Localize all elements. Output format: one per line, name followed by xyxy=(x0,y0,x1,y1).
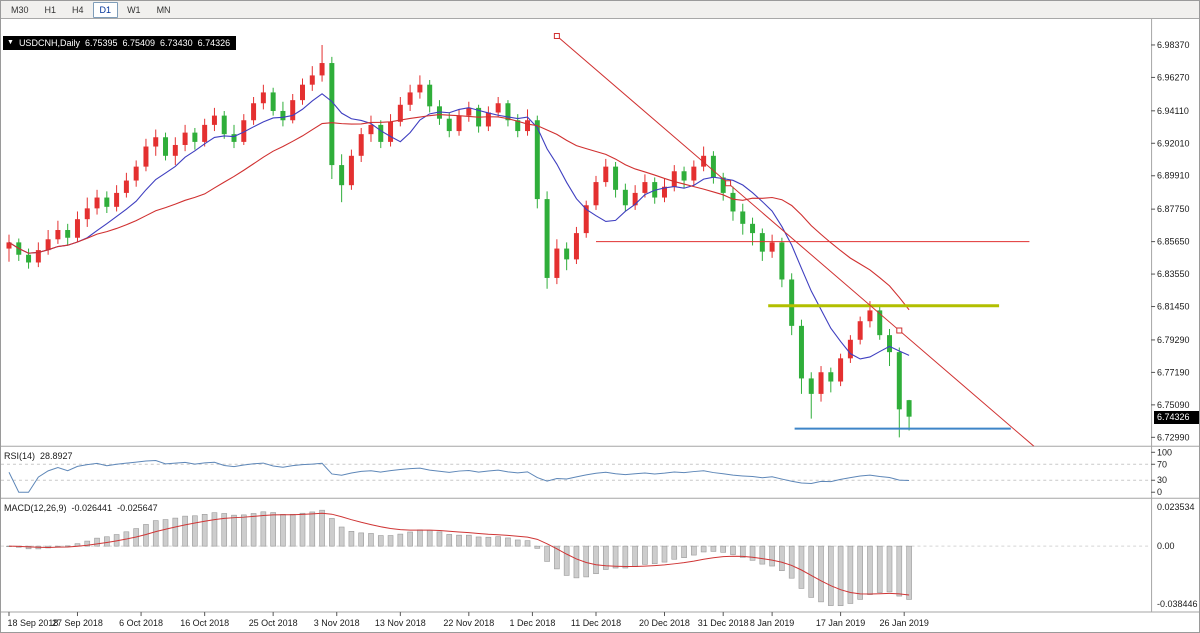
ohlc-low-value: 6.73430 xyxy=(160,38,193,48)
svg-text:0.00: 0.00 xyxy=(1157,541,1174,551)
timeframe-button-h4[interactable]: H4 xyxy=(72,4,84,15)
rsi-pane[interactable] xyxy=(8,459,910,493)
trendline-handle[interactable] xyxy=(896,327,903,334)
svg-text:70: 70 xyxy=(1157,459,1167,469)
collapse-arrow-icon[interactable]: ▼ xyxy=(7,39,14,46)
svg-text:6.79290: 6.79290 xyxy=(1157,335,1189,345)
svg-text:6.77190: 6.77190 xyxy=(1157,367,1189,377)
svg-text:6.94110: 6.94110 xyxy=(1157,106,1189,116)
svg-text:3 Nov 2018: 3 Nov 2018 xyxy=(314,618,360,628)
svg-text:6 Oct 2018: 6 Oct 2018 xyxy=(119,618,163,628)
candlestick-series xyxy=(6,44,912,438)
svg-text:0: 0 xyxy=(1157,487,1162,497)
timeframe-button-d1[interactable]: D1 xyxy=(92,1,119,18)
rsi-name: RSI(14) xyxy=(4,451,36,461)
svg-text:26 Jan 2019: 26 Jan 2019 xyxy=(880,618,929,628)
macd-main-value: -0.026441 xyxy=(71,503,113,513)
svg-text:30: 30 xyxy=(1157,475,1167,485)
svg-text:6.81450: 6.81450 xyxy=(1157,302,1189,312)
svg-text:20 Dec 2018: 20 Dec 2018 xyxy=(639,618,690,628)
svg-text:100: 100 xyxy=(1157,447,1172,457)
svg-text:8 Jan 2019: 8 Jan 2019 xyxy=(750,618,794,628)
svg-text:17 Jan 2019: 17 Jan 2019 xyxy=(816,618,865,628)
macd-pane[interactable] xyxy=(6,509,912,607)
ohlc-open-value: 6.75395 xyxy=(84,38,118,48)
chart-canvas[interactable]: 6.98370 6.96270 6.94110 6.92010 6.89910 6.877… xyxy=(1,19,1199,633)
trendline-handle[interactable] xyxy=(553,32,560,39)
svg-text:6.89910: 6.89910 xyxy=(1157,171,1189,181)
rsi-value: 28.8927 xyxy=(40,451,73,461)
svg-text:27 Sep 2018: 27 Sep 2018 xyxy=(52,618,103,628)
main-price-pane[interactable] xyxy=(6,32,1035,447)
svg-text:16 Oct 2018: 16 Oct 2018 xyxy=(180,618,229,628)
macd-indicator-label: MACD(12,26,9) -0.026441 -0.025647 xyxy=(4,503,158,513)
svg-text:6.72990: 6.72990 xyxy=(1157,432,1189,442)
svg-text:1 Dec 2018: 1 Dec 2018 xyxy=(509,618,555,628)
price-axis[interactable]: 6.98370 6.96270 6.94110 6.92010 6.89910 6.877… xyxy=(1151,40,1197,609)
macd-signal-value: -0.025647 xyxy=(117,503,158,513)
svg-text:6.87750: 6.87750 xyxy=(1157,204,1189,214)
descending-trendline[interactable] xyxy=(556,35,1035,447)
trendline-handle[interactable] xyxy=(725,180,732,187)
macd-name: MACD(12,26,9) xyxy=(4,503,67,513)
symbol-name: USDCNH,Daily xyxy=(18,38,80,48)
svg-text:31 Dec 2018: 31 Dec 2018 xyxy=(698,618,749,628)
rsi-indicator-label: RSI(14) 28.8927 xyxy=(4,451,73,461)
svg-text:6.92010: 6.92010 xyxy=(1157,138,1189,148)
ohlc-close-value: 6.74326 xyxy=(197,38,231,48)
svg-text:6.85650: 6.85650 xyxy=(1157,237,1189,247)
svg-text:25 Oct 2018: 25 Oct 2018 xyxy=(249,618,298,628)
timeframe-button-h1[interactable]: H1 xyxy=(44,4,57,15)
timeframe-toolbar: M30 H1 H4 D1 W1 MN xyxy=(1,1,1199,19)
timeframe-button-w1[interactable]: W1 xyxy=(127,4,141,15)
current-price-tag: 6.74326 xyxy=(1154,411,1199,424)
svg-text:6.96270: 6.96270 xyxy=(1157,72,1189,82)
timeframe-button-m30[interactable]: M30 xyxy=(11,4,29,15)
svg-text:-0.038446: -0.038446 xyxy=(1157,599,1197,609)
svg-text:11 Dec 2018: 11 Dec 2018 xyxy=(571,618,621,628)
svg-text:18 Sep 2018: 18 Sep 2018 xyxy=(8,618,59,628)
rsi-line xyxy=(8,459,910,493)
svg-text:22 Nov 2018: 22 Nov 2018 xyxy=(443,618,494,628)
svg-text:6.98370: 6.98370 xyxy=(1157,40,1189,50)
svg-text:6.75090: 6.75090 xyxy=(1157,400,1189,410)
svg-text:0.023534: 0.023534 xyxy=(1157,502,1194,512)
slow-ma-line xyxy=(8,113,910,311)
macd-signal-line xyxy=(8,512,910,596)
svg-text:6.83550: 6.83550 xyxy=(1157,269,1189,279)
symbol-ohlc-header[interactable]: ▼ USDCNH,Daily 6.75395 6.75409 6.73430 6… xyxy=(3,36,237,50)
svg-text:13 Nov 2018: 13 Nov 2018 xyxy=(375,618,426,628)
ohlc-high-value: 6.75409 xyxy=(122,38,156,48)
timeframe-button-mn[interactable]: MN xyxy=(156,4,171,15)
